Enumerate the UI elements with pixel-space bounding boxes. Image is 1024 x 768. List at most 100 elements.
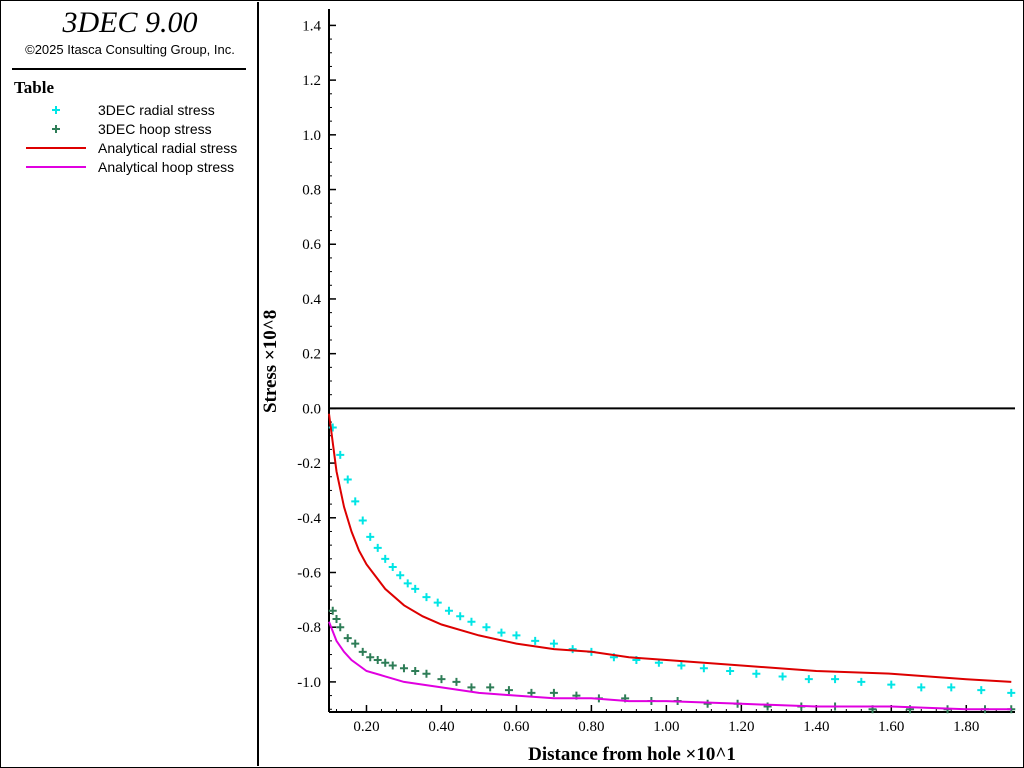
data-point-0 bbox=[467, 617, 476, 626]
x-tick-label: 0.40 bbox=[428, 719, 454, 735]
data-point-0 bbox=[336, 450, 345, 459]
data-point-0 bbox=[512, 631, 521, 640]
data-point-1 bbox=[332, 614, 341, 623]
x-tick-label: 0.60 bbox=[503, 719, 529, 735]
data-point-1 bbox=[366, 653, 375, 662]
legend-label: 3DEC radial stress bbox=[98, 102, 215, 118]
data-point-0 bbox=[947, 683, 956, 692]
y-tick-label: 0.4 bbox=[302, 292, 321, 308]
data-point-1 bbox=[549, 688, 558, 697]
data-point-0 bbox=[778, 672, 787, 681]
data-point-0 bbox=[977, 686, 986, 695]
series-line-2 bbox=[328, 413, 1012, 683]
y-tick-label: -1.0 bbox=[297, 675, 321, 691]
data-point-1 bbox=[504, 686, 513, 695]
legend-panel: 3DEC 9.00 ©2025 Itasca Consulting Group,… bbox=[2, 2, 259, 766]
y-tick-label: 1.4 bbox=[302, 18, 321, 34]
data-point-0 bbox=[857, 677, 866, 686]
data-point-0 bbox=[549, 639, 558, 648]
data-point-0 bbox=[831, 675, 840, 684]
x-tick-label: 1.80 bbox=[953, 719, 979, 735]
data-point-0 bbox=[887, 680, 896, 689]
data-point-1 bbox=[411, 666, 420, 675]
axes bbox=[328, 9, 1015, 713]
data-point-0 bbox=[358, 516, 367, 525]
y-tick-label: -0.4 bbox=[297, 511, 321, 527]
y-tick-label: 0.0 bbox=[302, 401, 321, 417]
data-point-0 bbox=[444, 606, 453, 615]
data-point-1 bbox=[422, 669, 431, 678]
data-point-0 bbox=[456, 612, 465, 621]
data-point-0 bbox=[482, 623, 491, 632]
data-point-1 bbox=[336, 623, 345, 632]
legend-item-analytical-hoop: Analytical hoop stress bbox=[2, 158, 256, 176]
y-tick-label: 0.2 bbox=[302, 347, 321, 363]
data-point-1 bbox=[527, 688, 536, 697]
chart-area: 1.4 1.2 1.0 0.8 0.6 0.4 0.2 0.0 -0.2 -0.4 -0.6 -0.8… bbox=[258, 2, 1024, 768]
data-point-0 bbox=[497, 628, 506, 637]
data-point-1 bbox=[437, 675, 446, 684]
x-tick-label: 1.00 bbox=[653, 719, 679, 735]
y-tick-label: 1.2 bbox=[302, 73, 321, 89]
y-tick-label: 1.0 bbox=[302, 128, 321, 144]
x-tick-label: 1.20 bbox=[728, 719, 754, 735]
data-point-0 bbox=[726, 666, 735, 675]
data-point-0 bbox=[403, 579, 412, 588]
x-tick-label: 0.20 bbox=[353, 719, 379, 735]
data-point-0 bbox=[568, 645, 577, 654]
data-point-0 bbox=[752, 669, 761, 678]
line-swatch-icon bbox=[26, 147, 86, 149]
stress-chart: 1.4 1.2 1.0 0.8 0.6 0.4 0.2 0.0 -0.2 -0.4 -0.6 -0.8… bbox=[260, 9, 1016, 765]
data-point-0 bbox=[388, 563, 397, 572]
data-point-1 bbox=[381, 658, 390, 667]
cross-marker-icon bbox=[52, 125, 60, 133]
data-point-0 bbox=[381, 554, 390, 563]
x-axis-title: Distance from hole ×10^1 bbox=[528, 744, 736, 765]
tick-labels: 1.4 1.2 1.0 0.8 0.6 0.4 0.2 0.0 -0.2 -0.4 -0.6 -0.8… bbox=[297, 18, 979, 735]
y-tick-label: -0.6 bbox=[297, 565, 321, 581]
x-tick-label: 1.60 bbox=[878, 719, 904, 735]
data-point-1 bbox=[486, 683, 495, 692]
legend-label: Analytical radial stress bbox=[98, 140, 238, 156]
data-point-0 bbox=[411, 584, 420, 593]
data-point-0 bbox=[804, 675, 813, 684]
data-point-0 bbox=[917, 683, 926, 692]
data-point-1 bbox=[373, 656, 382, 665]
data-point-1 bbox=[343, 634, 352, 643]
data-point-1 bbox=[452, 677, 461, 686]
legend-item-3dec-radial: 3DEC radial stress bbox=[2, 101, 256, 119]
legend-label: Analytical hoop stress bbox=[98, 159, 235, 175]
legend-item-analytical-radial: Analytical radial stress bbox=[2, 139, 256, 157]
legend-item-3dec-hoop: 3DEC hoop stress bbox=[2, 120, 256, 138]
data-point-1 bbox=[351, 639, 360, 648]
legend-heading: Table bbox=[14, 78, 55, 97]
data-point-0 bbox=[351, 497, 360, 506]
data-point-1 bbox=[467, 683, 476, 692]
y-tick-label: -0.8 bbox=[297, 620, 321, 636]
data-point-0 bbox=[699, 664, 708, 673]
data-point-1 bbox=[328, 606, 337, 615]
data-point-0 bbox=[422, 593, 431, 602]
series-layer bbox=[328, 413, 1016, 714]
x-tick-label: 0.80 bbox=[578, 719, 604, 735]
x-tick-label: 1.40 bbox=[803, 719, 829, 735]
data-point-0 bbox=[396, 571, 405, 580]
legend-label: 3DEC hoop stress bbox=[98, 121, 212, 137]
line-swatch-icon bbox=[26, 166, 86, 168]
data-point-0 bbox=[373, 543, 382, 552]
y-axis-title: Stress ×10^8 bbox=[260, 310, 281, 413]
data-point-0 bbox=[343, 475, 352, 484]
data-point-0 bbox=[531, 636, 540, 645]
series-line-3 bbox=[328, 621, 1012, 711]
data-point-1 bbox=[399, 664, 408, 673]
copyright-text: ©2025 Itasca Consulting Group, Inc. bbox=[25, 42, 235, 57]
data-point-1 bbox=[388, 661, 397, 670]
y-tick-label: 0.8 bbox=[302, 183, 321, 199]
y-tick-label: 0.6 bbox=[302, 237, 321, 253]
data-point-0 bbox=[1007, 688, 1016, 697]
data-point-0 bbox=[366, 532, 375, 541]
title-divider bbox=[12, 68, 246, 70]
data-point-1 bbox=[703, 699, 712, 708]
app-title: 3DEC 9.00 bbox=[62, 6, 198, 39]
